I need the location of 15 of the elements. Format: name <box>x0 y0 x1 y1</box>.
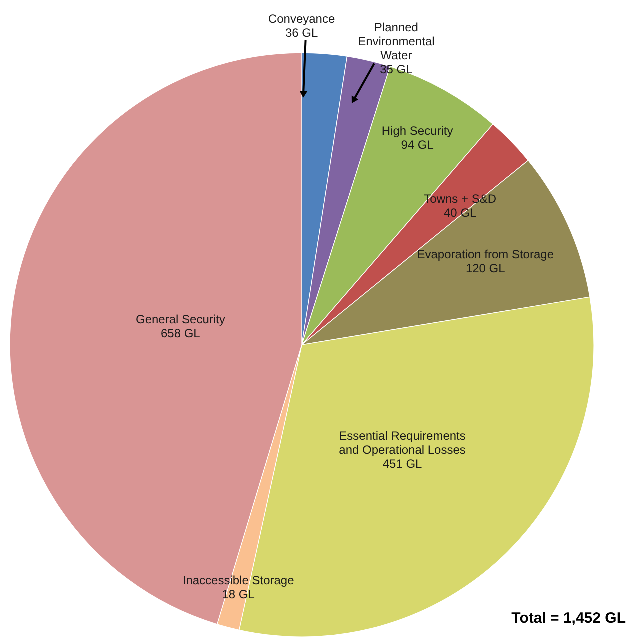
data-label: 94 GL <box>401 138 434 152</box>
data-label: 18 GL <box>222 587 256 602</box>
slice-label: Planned Environmental Water <box>358 20 435 63</box>
data-label: 120 GL <box>466 262 506 276</box>
text: Total = 1,452 GL <box>512 610 626 627</box>
slice-label: General Security <box>136 312 226 327</box>
data-label: 36 GL <box>285 26 318 40</box>
data-label: 658 GL <box>160 326 201 341</box>
data-label: 451 GL <box>382 456 423 471</box>
data-label: 40 GL <box>444 206 478 220</box>
slice-label: Conveyance <box>268 12 336 26</box>
slice-label: Inaccessible Storage <box>182 573 295 588</box>
slice-label: Essential Requirements and Operational Losses <box>339 428 466 457</box>
slice-label: Evaporation from Storage <box>417 248 554 262</box>
slice-label: High Security <box>382 124 454 138</box>
